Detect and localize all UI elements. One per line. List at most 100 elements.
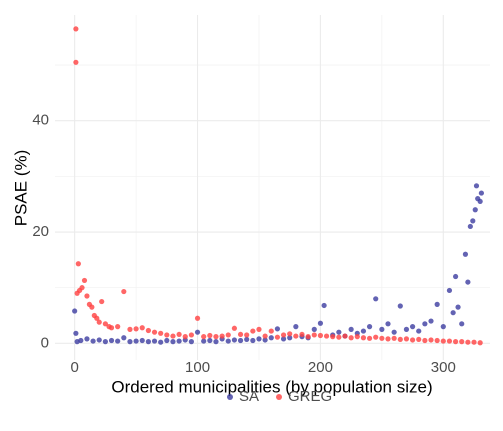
point — [446, 338, 453, 344]
point — [478, 190, 484, 196]
x-tick-label: 200 — [308, 359, 333, 376]
point — [416, 328, 422, 334]
point — [188, 339, 194, 345]
point — [293, 324, 299, 330]
point — [422, 321, 428, 327]
point — [311, 332, 317, 338]
point — [274, 326, 281, 332]
point — [145, 327, 151, 334]
x-tick-label: 300 — [431, 359, 456, 376]
point — [452, 273, 459, 280]
point — [348, 326, 354, 332]
point — [471, 339, 477, 345]
point — [348, 335, 354, 341]
point — [385, 321, 391, 327]
point — [94, 315, 100, 321]
point — [287, 331, 293, 337]
point — [176, 331, 182, 338]
point — [366, 324, 373, 330]
point — [79, 285, 85, 291]
point — [73, 26, 79, 32]
point — [465, 339, 471, 345]
point — [379, 326, 385, 332]
point — [455, 304, 461, 310]
x-tick-label: 0 — [70, 359, 78, 376]
point — [231, 325, 238, 331]
point — [244, 332, 250, 338]
point — [422, 337, 428, 344]
point — [231, 337, 238, 343]
point — [89, 304, 95, 310]
point — [373, 334, 379, 340]
y-tick-label: 40 — [32, 112, 49, 129]
point — [73, 330, 79, 336]
legend-label: SA — [239, 388, 259, 405]
point — [73, 59, 79, 65]
point — [213, 334, 219, 340]
point — [473, 183, 480, 189]
point — [317, 332, 324, 339]
y-tick-label: 0 — [41, 334, 49, 351]
point — [237, 331, 244, 338]
point — [139, 325, 145, 331]
point — [256, 336, 262, 342]
point — [108, 325, 115, 331]
legend-label: GREG — [288, 388, 332, 405]
point — [90, 338, 96, 344]
point — [373, 296, 379, 302]
point — [385, 336, 391, 342]
point — [360, 328, 367, 334]
point — [428, 337, 434, 343]
point — [397, 336, 403, 343]
point — [133, 338, 139, 344]
point — [477, 340, 483, 346]
point — [84, 336, 90, 342]
point — [158, 330, 164, 336]
point — [409, 337, 416, 343]
point — [96, 337, 102, 343]
point — [403, 326, 410, 332]
point — [472, 207, 478, 213]
point — [391, 329, 397, 335]
legend-marker — [276, 394, 283, 400]
point — [108, 337, 115, 344]
point — [225, 332, 231, 338]
point — [201, 338, 207, 344]
point — [452, 339, 459, 345]
point — [127, 326, 133, 332]
point — [366, 335, 373, 341]
point — [102, 339, 108, 345]
point — [391, 335, 397, 341]
point — [139, 337, 145, 344]
y-axis-title: PSAE (%) — [11, 150, 30, 227]
point — [467, 223, 473, 230]
point — [342, 333, 348, 339]
y-tick-label: 20 — [32, 223, 49, 240]
point — [409, 324, 416, 330]
point — [188, 332, 194, 338]
point — [360, 335, 367, 341]
point — [201, 334, 207, 340]
point — [182, 334, 188, 340]
point — [311, 326, 317, 332]
point — [268, 328, 274, 334]
point — [237, 337, 244, 344]
point — [158, 339, 164, 345]
point — [194, 315, 201, 321]
x-tick-label: 100 — [185, 359, 210, 376]
point — [280, 336, 287, 342]
point — [96, 319, 102, 325]
point — [268, 335, 274, 341]
point — [305, 334, 311, 340]
point — [317, 320, 324, 326]
point — [459, 321, 465, 327]
point — [225, 338, 231, 344]
point — [115, 324, 121, 330]
point — [262, 337, 268, 343]
point — [151, 338, 158, 344]
point — [207, 337, 213, 344]
point — [84, 293, 90, 299]
point — [121, 335, 127, 341]
point — [99, 298, 105, 305]
